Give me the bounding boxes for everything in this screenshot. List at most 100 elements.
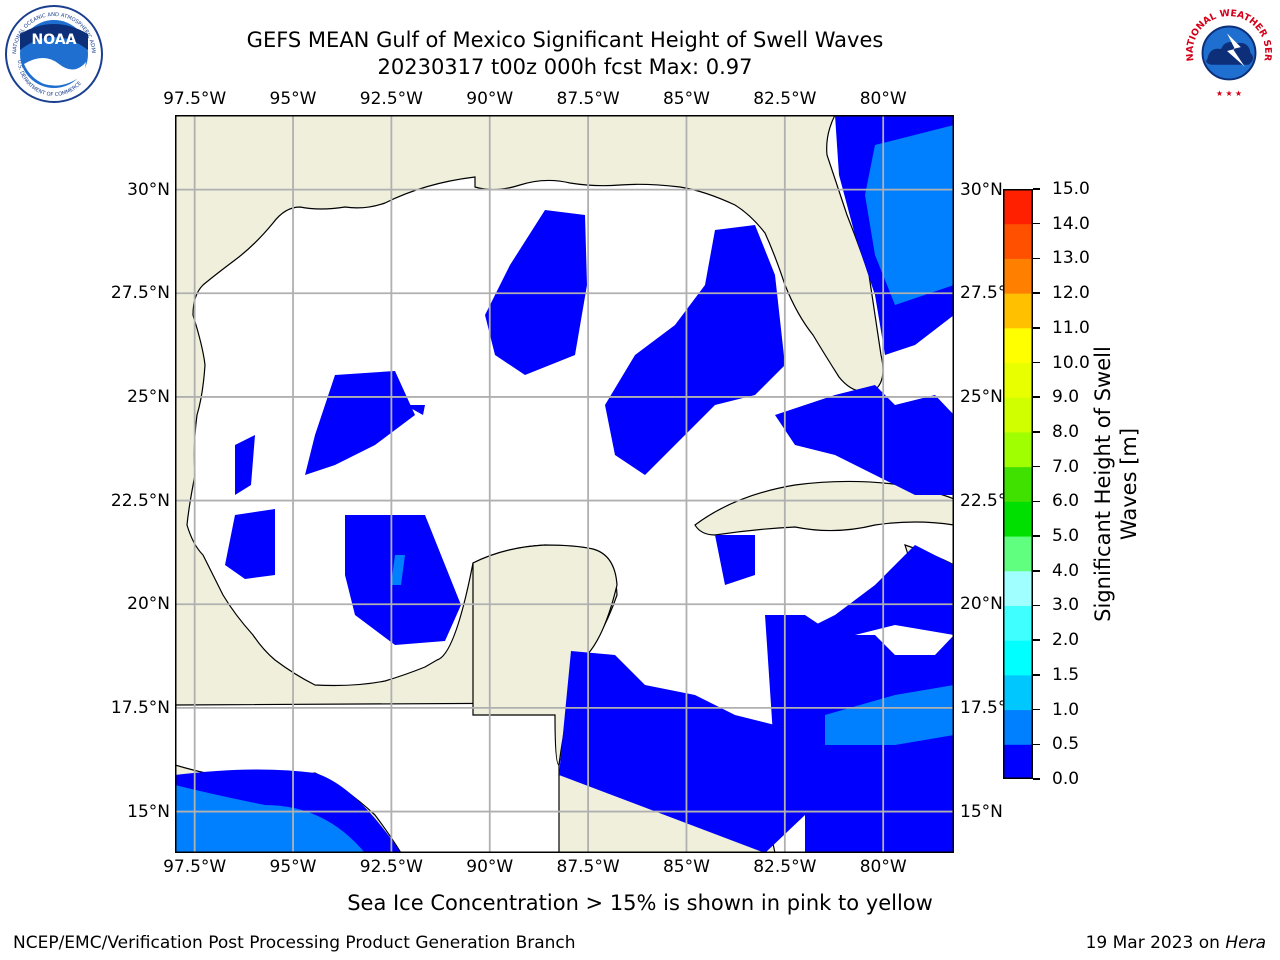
lon-tick-label-top: 92.5°W <box>359 89 423 109</box>
map-border <box>175 115 954 853</box>
colorbar-segment <box>1003 674 1033 711</box>
colorbar-tick-label: 11.0 <box>1052 317 1090 338</box>
lat-tick-label-right: 20°N <box>960 594 1003 615</box>
colorbar-title-line1: Significant Height of Swell <box>1091 346 1115 622</box>
noaa-logo-text: NOAA <box>32 32 77 48</box>
colorbar-segment <box>1003 466 1033 502</box>
colorbar-tick-label: 13.0 <box>1052 248 1090 269</box>
colorbar-tick-mark <box>1033 743 1040 746</box>
swell-0.5-1.0-regions <box>175 125 954 853</box>
colorbar-tick-label: 6.0 <box>1052 491 1080 512</box>
colorbar-segment <box>1003 640 1033 676</box>
lat-tick-label-right: 30°N <box>960 179 1003 200</box>
footer-credit: NCEP/EMC/Verification Post Processing Pr… <box>13 933 576 953</box>
lon-tick-label-bot: 85°W <box>662 857 710 877</box>
lat-tick-label-left: 17.5°N <box>110 697 170 718</box>
footer-host: Hera <box>1225 933 1266 953</box>
colorbar-tick-label: 10.0 <box>1052 352 1090 373</box>
lat-tick-label-right: 25°N <box>960 386 1003 407</box>
colorbar-tick-mark <box>1033 257 1040 260</box>
lon-tick-label-bot: 97.5°W <box>163 857 227 877</box>
colorbar-segment <box>1003 431 1033 468</box>
lon-tick-label-top: 87.5°W <box>556 89 620 109</box>
lon-tick-label-top: 80°W <box>859 89 907 109</box>
lat-tick-label-left: 27.5°N <box>110 283 170 304</box>
footer-date-text: 19 Mar 2023 on <box>1085 933 1226 953</box>
colorbar-tick-mark <box>1033 604 1040 607</box>
colorbar-tick-mark <box>1033 535 1040 537</box>
colorbar-segment <box>1003 536 1033 572</box>
colorbar-tick-label: 0.0 <box>1052 769 1080 789</box>
colorbar-tick-mark <box>1033 396 1040 398</box>
colorbar-segment <box>1003 189 1033 225</box>
lon-tick-label-top: 95°W <box>269 89 317 109</box>
colorbar-segment <box>1003 709 1033 745</box>
footer-date: 19 Mar 2023 on Hera <box>1086 933 1266 953</box>
colorbar-tick-label: 5.0 <box>1052 526 1080 547</box>
colorbar-tick-mark <box>1033 292 1040 294</box>
colorbar-tick-mark <box>1033 188 1040 190</box>
colorbar-segment <box>1003 362 1033 398</box>
colorbar-segment <box>1003 397 1033 433</box>
lat-tick-label-right: 15°N <box>960 801 1003 822</box>
land-cuba <box>694 480 954 536</box>
colorbar-tick-mark <box>1033 500 1040 503</box>
lon-tick-label-bot: 87.5°W <box>556 857 620 877</box>
gulf-of-mexico-map <box>175 115 954 853</box>
lat-tick-label-left: 25°N <box>127 386 170 407</box>
noaa-logo: NATIONAL OCEANIC AND ATMOSPHERIC ADMINIS… <box>4 4 103 103</box>
land-yucatan <box>472 544 618 766</box>
colorbar-segment <box>1003 501 1033 537</box>
colorbar-tick-label: 12.0 <box>1052 283 1090 304</box>
lon-tick-label-top: 82.5°W <box>753 89 817 109</box>
colorbar-tick-label: 8.0 <box>1052 421 1080 442</box>
chart-title: GEFS MEAN Gulf of Mexico Significant Hei… <box>246 28 884 52</box>
svg-text:★ ★ ★: ★ ★ ★ <box>1216 89 1242 98</box>
colorbar-title: Significant Height of Swell Waves [m] <box>1090 324 1142 644</box>
colorbar-segment <box>1003 258 1033 294</box>
lat-tick-label-left: 15°N <box>127 801 170 822</box>
colorbar-tick-label: 15.0 <box>1052 179 1090 199</box>
colorbar-tick-mark <box>1033 570 1040 572</box>
lon-tick-label-top: 90°W <box>466 89 514 109</box>
lon-tick-label-bot: 92.5°W <box>359 857 423 877</box>
colorbar-tick-label: 3.0 <box>1052 595 1080 616</box>
colorbar-tick-label: 14.0 <box>1052 213 1090 234</box>
colorbar-tick-label: 9.0 <box>1052 387 1080 408</box>
colorbar-segment <box>1003 293 1033 329</box>
lon-tick-label-top: 85°W <box>662 89 710 109</box>
colorbar-tick-label: 1.0 <box>1052 699 1080 720</box>
colorbar-tick-mark <box>1033 674 1040 676</box>
colorbar-title-line2: Waves [m] <box>1117 427 1141 541</box>
colorbar-segment <box>1003 223 1033 259</box>
sea-ice-note-text: Sea Ice Concentration > 15% is shown in … <box>347 891 933 915</box>
colorbar-segment <box>1003 570 1033 606</box>
colorbar-border <box>1003 189 1033 779</box>
map-gridlines <box>175 115 954 853</box>
chart-subtitle: 20230317 t00z 000h fcst Max: 0.97 <box>377 55 753 79</box>
lat-tick-label-left: 20°N <box>127 594 170 615</box>
colorbar-tick-label: 1.5 <box>1052 664 1080 685</box>
colorbar-tick-label: 7.0 <box>1052 456 1080 477</box>
lon-tick-label-bot: 95°W <box>269 857 317 877</box>
lat-tick-label-left: 22.5°N <box>110 490 170 511</box>
lon-tick-label-top: 97.5°W <box>163 89 227 109</box>
lat-tick-label-left: 30°N <box>127 179 170 200</box>
colorbar-tick-label: 0.5 <box>1052 734 1080 755</box>
colorbar-segment <box>1003 605 1033 641</box>
colorbar <box>1003 189 1033 779</box>
lon-tick-label-bot: 90°W <box>466 857 514 877</box>
lon-tick-label-bot: 80°W <box>859 857 907 877</box>
colorbar-tick-mark <box>1033 431 1040 433</box>
colorbar-segment <box>1003 744 1033 779</box>
colorbar-tick-mark <box>1033 465 1040 468</box>
colorbar-tick-mark <box>1033 361 1040 364</box>
colorbar-tick-mark <box>1033 778 1040 780</box>
colorbar-segment <box>1003 327 1033 364</box>
colorbar-tick-mark <box>1033 639 1040 641</box>
sea-ice-note: Sea Ice Concentration > 15% is shown in … <box>0 891 1280 915</box>
colorbar-tick-mark <box>1033 222 1040 225</box>
colorbar-tick-label: 2.0 <box>1052 630 1080 651</box>
lon-tick-label-bot: 82.5°W <box>753 857 817 877</box>
colorbar-tick-mark <box>1033 327 1040 329</box>
